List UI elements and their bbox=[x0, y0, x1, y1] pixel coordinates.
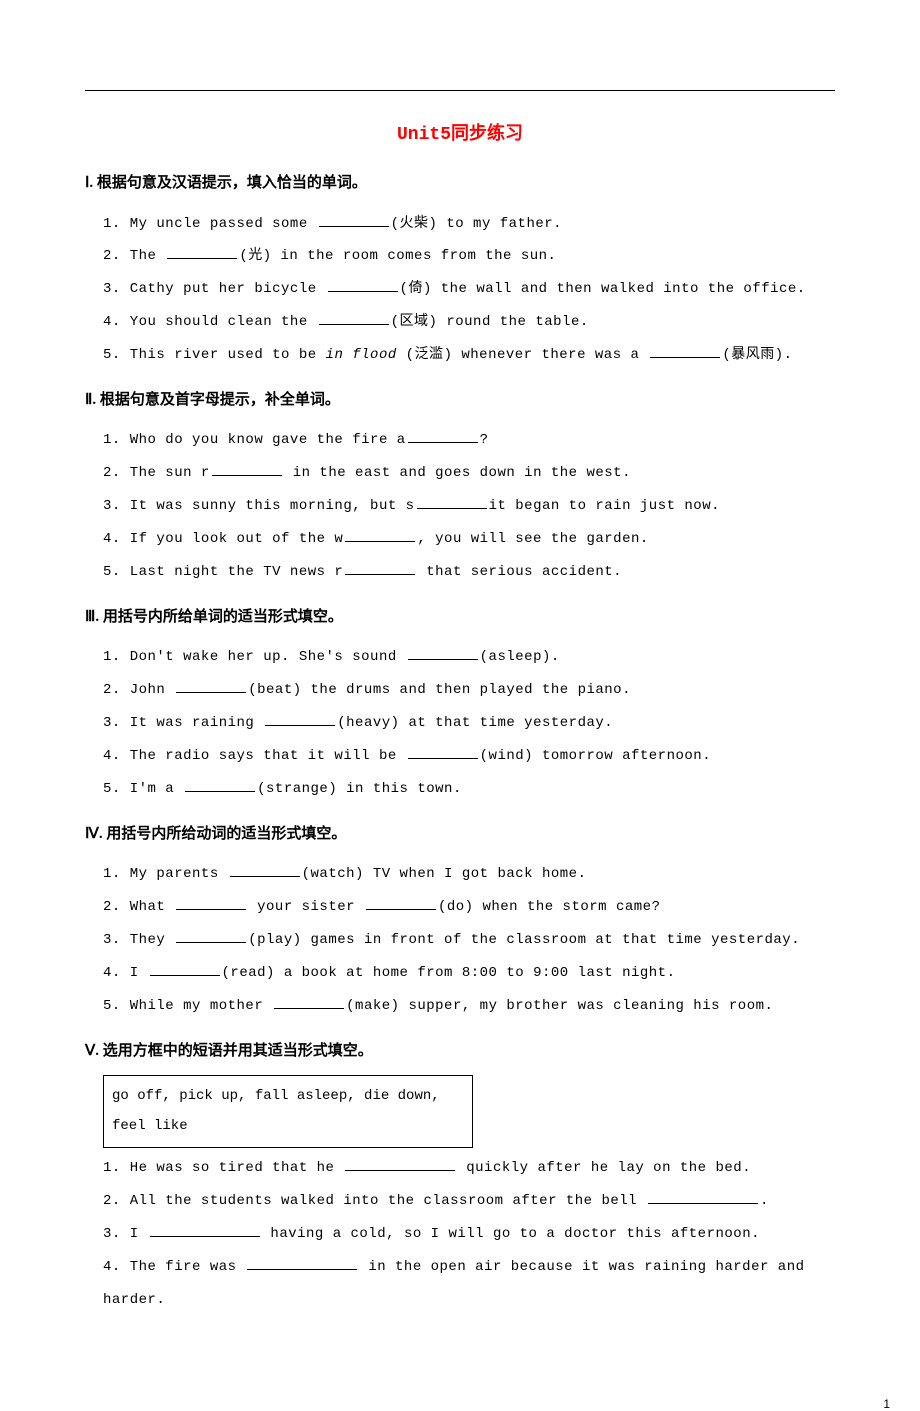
blank-line[interactable] bbox=[345, 528, 415, 542]
exercise-item: 1. My parents (watch) TV when I got back… bbox=[85, 858, 835, 891]
blank-line[interactable] bbox=[319, 311, 389, 325]
section-heading: Ⅴ. 选用方框中的短语并用其适当形式填空。 bbox=[85, 1037, 835, 1066]
blank-line[interactable] bbox=[247, 1256, 357, 1270]
blank-line[interactable] bbox=[150, 1223, 260, 1237]
exercise-item: 3. I having a cold, so I will go to a do… bbox=[85, 1218, 835, 1251]
page-number: 1 bbox=[0, 1357, 920, 1411]
exercise-item: 3. It was raining (heavy) at that time y… bbox=[85, 707, 835, 740]
exercise-item: 3. Cathy put her bicycle (倚) the wall an… bbox=[85, 273, 835, 306]
blank-line[interactable] bbox=[648, 1190, 758, 1204]
blank-line[interactable] bbox=[319, 213, 389, 227]
top-rule bbox=[85, 90, 835, 91]
exercise-item: 2. The (光) in the room comes from the su… bbox=[85, 240, 835, 273]
blank-line[interactable] bbox=[230, 863, 300, 877]
section-heading: Ⅳ. 用括号内所给动词的适当形式填空。 bbox=[85, 820, 835, 849]
blank-line[interactable] bbox=[408, 745, 478, 759]
exercise-item: 1. Who do you know gave the fire a? bbox=[85, 424, 835, 457]
blank-line[interactable] bbox=[328, 278, 398, 292]
exercise-item: 3. They (play) games in front of the cla… bbox=[85, 924, 835, 957]
section-heading: Ⅰ. 根据句意及汉语提示，填入恰当的单词。 bbox=[85, 169, 835, 198]
phrase-box: go off, pick up, fall asleep, die down,f… bbox=[103, 1075, 473, 1148]
sections-container: Ⅰ. 根据句意及汉语提示，填入恰当的单词。 1. My uncle passed … bbox=[85, 169, 835, 1317]
blank-line[interactable] bbox=[408, 646, 478, 660]
blank-line[interactable] bbox=[265, 712, 335, 726]
exercise-item: 4. The fire was in the open air because … bbox=[85, 1251, 835, 1317]
exercise-item: 4. The radio says that it will be (wind)… bbox=[85, 740, 835, 773]
section-heading: Ⅱ. 根据句意及首字母提示，补全单词。 bbox=[85, 386, 835, 415]
blank-line[interactable] bbox=[345, 1157, 455, 1171]
blank-line[interactable] bbox=[150, 962, 220, 976]
exercise-item: 5. This river used to be in flood (泛滥) w… bbox=[85, 339, 835, 372]
blank-line[interactable] bbox=[185, 778, 255, 792]
worksheet-page: Unit5同步练习 Ⅰ. 根据句意及汉语提示，填入恰当的单词。 1. My unc… bbox=[0, 0, 920, 1357]
blank-line[interactable] bbox=[345, 561, 415, 575]
exercise-item: 1. He was so tired that he quickly after… bbox=[85, 1152, 835, 1185]
blank-line[interactable] bbox=[650, 344, 720, 358]
exercise-item: 2. John (beat) the drums and then played… bbox=[85, 674, 835, 707]
blank-line[interactable] bbox=[274, 995, 344, 1009]
exercise-item: 4. If you look out of the w, you will se… bbox=[85, 523, 835, 556]
exercise-item: 5. I'm a (strange) in this town. bbox=[85, 773, 835, 806]
blank-line[interactable] bbox=[176, 929, 246, 943]
blank-line[interactable] bbox=[417, 495, 487, 509]
exercise-item: 2. What your sister (do) when the storm … bbox=[85, 891, 835, 924]
exercise-item: 1. My uncle passed some (火柴) to my fathe… bbox=[85, 208, 835, 241]
blank-line[interactable] bbox=[408, 429, 478, 443]
blank-line[interactable] bbox=[366, 896, 436, 910]
exercise-item: 4. You should clean the (区域) round the t… bbox=[85, 306, 835, 339]
worksheet-title: Unit5同步练习 bbox=[85, 119, 835, 145]
exercise-item: 3. It was sunny this morning, but sit be… bbox=[85, 490, 835, 523]
blank-line[interactable] bbox=[176, 679, 246, 693]
exercise-item: 1. Don't wake her up. She's sound (aslee… bbox=[85, 641, 835, 674]
blank-line[interactable] bbox=[176, 896, 246, 910]
exercise-item: 5. While my mother (make) supper, my bro… bbox=[85, 990, 835, 1023]
exercise-item: 4. I (read) a book at home from 8:00 to … bbox=[85, 957, 835, 990]
italic-phrase: in flood bbox=[326, 347, 397, 363]
exercise-item: 2. All the students walked into the clas… bbox=[85, 1185, 835, 1218]
blank-line[interactable] bbox=[212, 462, 282, 476]
exercise-item: 5. Last night the TV news r that serious… bbox=[85, 556, 835, 589]
blank-line[interactable] bbox=[167, 245, 237, 259]
section-heading: Ⅲ. 用括号内所给单词的适当形式填空。 bbox=[85, 603, 835, 632]
exercise-item: 2. The sun r in the east and goes down i… bbox=[85, 457, 835, 490]
